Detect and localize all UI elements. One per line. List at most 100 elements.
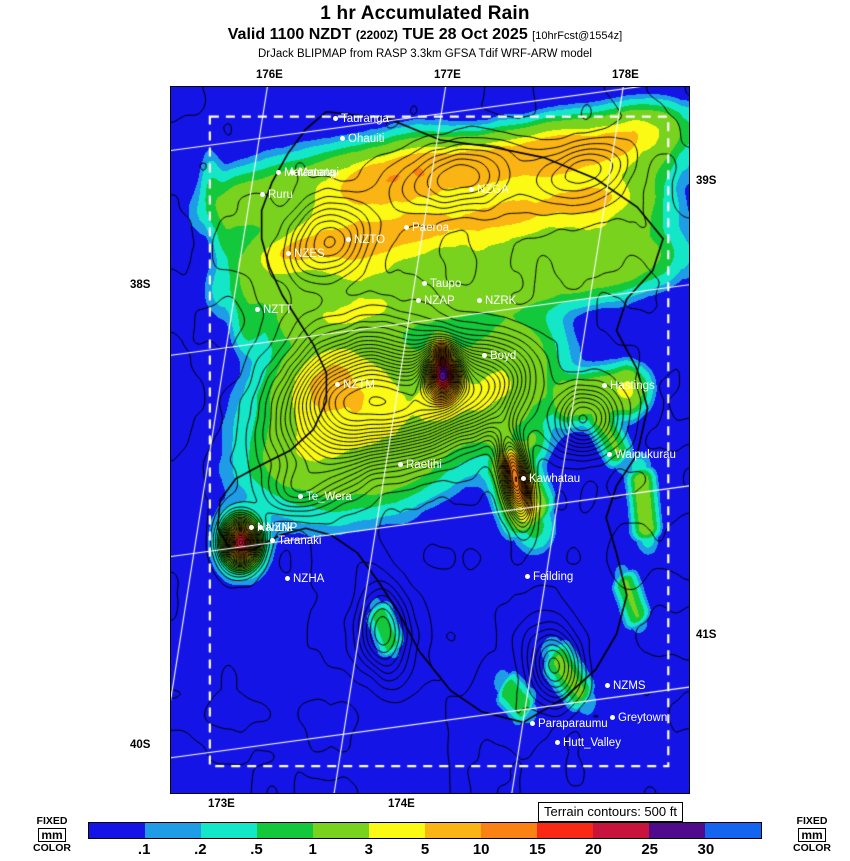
place-name: Te_Wera <box>306 491 352 503</box>
colorbar-tick-5: 5 <box>420 841 430 858</box>
place-label: Feilding <box>525 571 574 584</box>
place-label: NZES <box>286 248 325 261</box>
place-label: Te_Wera <box>298 491 352 504</box>
place-name: NZAP <box>424 295 455 307</box>
colorbar-tick-1: .2 <box>194 841 207 858</box>
colorbar-swatch-0 <box>89 823 145 838</box>
place-name: Boyd <box>490 350 517 362</box>
place-label: Hutt_Valley <box>555 737 621 750</box>
station-dot-icon <box>260 192 265 197</box>
place-name: NZES <box>294 248 325 260</box>
station-dot-icon <box>422 281 427 286</box>
page-title: 1 hr Accumulated Rain <box>320 3 530 24</box>
place-label: Boyd <box>482 350 517 363</box>
station-dot-icon <box>276 170 281 175</box>
model-description: DrJack BLIPMAP from RASP 3.3km GFSA Tdif… <box>257 48 592 60</box>
station-dot-icon <box>285 576 290 581</box>
place-label: Taupo <box>422 278 461 291</box>
place-label: Raetihi <box>398 459 442 472</box>
place-label: Matamata <box>276 167 335 180</box>
place-label: NZNP <box>258 522 297 535</box>
fixed-label-bottom: COLOR <box>793 842 831 854</box>
place-label: Waipukurau <box>607 449 676 462</box>
station-dot-icon <box>290 170 295 175</box>
place-name: NZGA <box>477 184 509 196</box>
fixed-label-top: FIXED <box>36 815 68 827</box>
place-name: Nanuik <box>257 522 293 534</box>
colorbar-tick-10: 30 <box>697 841 715 858</box>
place-name: Matangi <box>298 167 339 179</box>
fixed-color-legend-left: FIXED mm COLOR <box>22 816 82 854</box>
colorbar-swatch-5 <box>369 823 425 838</box>
place-label: NZMS <box>605 680 646 693</box>
station-dot-icon <box>398 462 403 467</box>
station-dot-icon <box>530 721 535 726</box>
place-name: NZMS <box>613 680 646 692</box>
colorbar-swatch-6 <box>425 823 481 838</box>
place-name: Feilding <box>533 571 574 583</box>
station-dot-icon <box>416 298 421 303</box>
place-label: NZGA <box>469 184 509 197</box>
valid-date: TUE 28 Oct 2025 <box>402 26 528 43</box>
place-label: NZAP <box>416 295 455 308</box>
place-name: Paraparaumu <box>538 718 608 730</box>
station-dot-icon <box>602 383 607 388</box>
colorbar-swatch-11 <box>705 823 761 838</box>
fixed-label-top: FIXED <box>796 815 828 827</box>
lat-label-0: 39S <box>696 175 717 187</box>
map-frame <box>170 86 690 794</box>
colorbar-swatch-1 <box>145 823 201 838</box>
colorbar-swatch-3 <box>257 823 313 838</box>
place-label: Kawhatau <box>521 473 580 486</box>
forecast-tag: [10hrFcst@1554z] <box>532 30 623 42</box>
lat-label-3: 41S <box>696 629 717 641</box>
place-label: Ohauiti <box>340 133 385 146</box>
station-dot-icon <box>346 237 351 242</box>
station-dot-icon <box>255 307 260 312</box>
place-label: NZHA <box>285 573 325 586</box>
map-raster <box>171 87 689 793</box>
place-name: NZHA <box>293 573 325 585</box>
colorbar-tick-4: 3 <box>364 841 373 858</box>
fixed-label-unit: mm <box>38 828 66 842</box>
colorbar-swatch-8 <box>537 823 593 838</box>
place-label: Greytown <box>610 712 667 725</box>
colorbar-swatch-7 <box>481 823 537 838</box>
station-dot-icon <box>482 353 487 358</box>
place-name: NZRK <box>485 295 517 307</box>
colorbar-swatches <box>88 822 762 839</box>
station-dot-icon <box>605 683 610 688</box>
place-name: Ruru <box>268 189 293 201</box>
station-dot-icon <box>270 538 275 543</box>
place-label: NZRK <box>477 295 517 308</box>
station-dot-icon <box>249 525 254 530</box>
place-name: Waipukurau <box>615 449 676 461</box>
place-name: Ohauiti <box>348 133 385 145</box>
fixed-color-legend-right: FIXED mm COLOR <box>782 816 842 854</box>
colorbar-tick-3: 1 <box>308 841 317 858</box>
lon-label-bottom-1: 174E <box>388 798 415 810</box>
colorbar-swatch-9 <box>593 823 649 838</box>
colorbar-tick-labels: .1 .2 .5 1 3 5 10 15 20 25 30 <box>88 841 762 861</box>
lon-label-bottom-0: 173E <box>208 798 235 810</box>
place-label: Paraparaumu <box>530 718 608 731</box>
station-dot-icon <box>525 574 530 579</box>
station-dot-icon <box>340 136 345 141</box>
terrain-contour-note: Terrain contours: 500 ft <box>538 802 683 822</box>
station-dot-icon <box>607 452 612 457</box>
station-dot-icon <box>258 525 263 530</box>
station-dot-icon <box>610 715 615 720</box>
station-dot-icon <box>469 187 474 192</box>
rainfall-map[interactable] <box>170 86 690 794</box>
station-dot-icon <box>335 382 340 387</box>
header-block: 1 hr Accumulated Rain Valid 1100 NZDT (2… <box>0 0 850 61</box>
colorbar-legend: .1 .2 .5 1 3 5 10 15 20 25 30 <box>0 818 850 860</box>
place-name: Tauranga <box>341 113 389 125</box>
place-label: Matangi <box>290 167 339 180</box>
station-dot-icon <box>521 476 526 481</box>
place-name: Hastings <box>610 380 655 392</box>
colorbar-tick-6: 10 <box>472 841 490 858</box>
station-dot-icon <box>333 116 338 121</box>
station-dot-icon <box>298 494 303 499</box>
place-name: NZTM <box>343 379 375 391</box>
